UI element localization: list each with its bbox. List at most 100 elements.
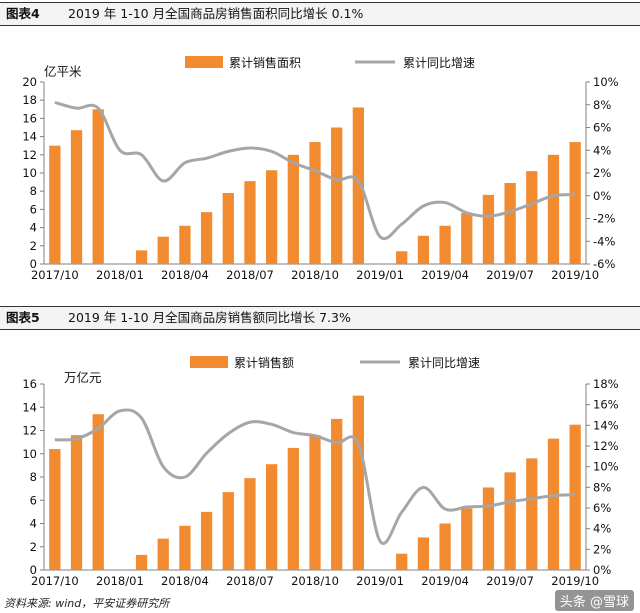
right-tick-label: 2% xyxy=(593,166,611,180)
x-tick-label: 2019/01 xyxy=(356,268,404,282)
left-tick-label: 12 xyxy=(22,424,37,438)
left-tick-label: 20 xyxy=(22,75,37,89)
x-tick-label: 2019/07 xyxy=(486,574,534,588)
legend-line-label: 累计同比增速 xyxy=(408,356,480,370)
right-tick-label: 6% xyxy=(593,121,611,135)
x-tick-label: 2018/01 xyxy=(96,574,144,588)
growth-line xyxy=(54,408,576,545)
bar-2019/05 xyxy=(461,508,473,570)
bar-2018/12 xyxy=(352,395,364,570)
x-tick-label: 2019/01 xyxy=(356,574,404,588)
bar-2018/05 xyxy=(200,212,213,264)
bar-2018/06 xyxy=(222,193,234,264)
right-tick-label: 0% xyxy=(593,563,611,577)
bar-2018/10 xyxy=(309,435,321,570)
bar-2018/02 xyxy=(135,554,148,570)
right-tick-label: 8% xyxy=(593,98,611,112)
bar-2017/11 xyxy=(70,435,83,570)
left-tick-label: 8 xyxy=(30,184,37,198)
left-axis-unit: 亿平米 xyxy=(44,64,82,79)
x-tick-label: 2018/10 xyxy=(291,574,339,588)
bar-2017/11 xyxy=(70,130,83,264)
bar-2018/04 xyxy=(179,225,191,264)
x-tick-label: 2019/10 xyxy=(551,574,599,588)
bar-2019/04 xyxy=(439,225,451,264)
left-tick-label: 6 xyxy=(30,202,37,216)
x-tick-label: 2018/04 xyxy=(161,268,209,282)
x-tick-label: 2019/04 xyxy=(421,268,469,282)
bar-2019/08 xyxy=(526,458,538,570)
bar-2017/12 xyxy=(92,414,104,570)
left-tick-label: 14 xyxy=(22,130,37,144)
bar-2018/08 xyxy=(266,170,278,264)
bar-2018/09 xyxy=(287,154,299,264)
right-tick-label: 4% xyxy=(593,143,611,157)
bar-2018/07 xyxy=(244,181,256,264)
left-tick-label: 0 xyxy=(30,257,37,271)
bar-2019/09 xyxy=(547,438,560,570)
bar-2019/05 xyxy=(461,213,473,264)
bar-2019/03 xyxy=(417,235,430,264)
x-tick-label: 2017/10 xyxy=(31,268,79,282)
bar-2018/05 xyxy=(200,511,213,570)
left-tick-label: 6 xyxy=(30,493,37,507)
bar-2018/04 xyxy=(179,525,191,570)
bar-2018/03 xyxy=(157,236,169,264)
right-tick-label: 6% xyxy=(593,501,611,515)
bar-2019/07 xyxy=(504,183,516,264)
left-tick-label: 2 xyxy=(30,239,37,253)
source-note: 资料来源: wind，平安证券研究所 xyxy=(4,597,170,610)
x-tick-label: 2017/10 xyxy=(31,574,79,588)
left-tick-label: 16 xyxy=(22,111,37,125)
right-tick-label: 8% xyxy=(593,480,611,494)
bar-2018/11 xyxy=(331,418,343,570)
bar-2019/06 xyxy=(482,194,495,264)
right-tick-label: -2% xyxy=(593,212,615,226)
chart-sales-area: 亿平米 0 2 4 6 8 10 12 14 16 18 20 -6% -4% -2% 0% 2% 4% 6% 8%… xyxy=(22,55,618,282)
legend-bar-label: 累计销售额 xyxy=(234,355,294,370)
bar-2019/04 xyxy=(439,523,451,570)
x-tick-label: 2018/10 xyxy=(291,268,339,282)
left-tick-label: 10 xyxy=(22,447,37,461)
bar-2018/02 xyxy=(135,250,148,264)
left-tick-label: 16 xyxy=(22,377,37,391)
growth-line xyxy=(54,101,576,241)
bar-2019/03 xyxy=(417,537,430,570)
bar-2019/09 xyxy=(547,154,560,264)
left-tick-label: 12 xyxy=(22,148,37,162)
x-tick-label: 2019/07 xyxy=(486,268,534,282)
bar-2018/07 xyxy=(244,478,256,570)
bar-2017/12 xyxy=(92,109,104,264)
bar-2019/07 xyxy=(504,472,516,570)
left-axis-unit: 万亿元 xyxy=(64,370,102,385)
x-tick-label: 2018/01 xyxy=(96,268,144,282)
right-tick-label: -4% xyxy=(593,234,615,248)
bar-2017/10 xyxy=(49,145,61,264)
bar-2018/11 xyxy=(331,127,343,264)
figure5-title: 2019 年 1-10 月全国商品房销售额同比增长 7.3% xyxy=(68,310,351,325)
left-tick-label: 14 xyxy=(22,400,37,414)
right-tick-label: 4% xyxy=(593,522,611,536)
bar-2018/06 xyxy=(222,492,234,570)
x-tick-label: 2018/04 xyxy=(161,574,209,588)
figure5-header: 图表5 2019 年 1-10 月全国商品房销售额同比增长 7.3% xyxy=(0,306,640,330)
figure4-header: 图表4 2019 年 1-10 月全国商品房销售面积同比增长 0.1% xyxy=(0,2,640,26)
figure5-number: 图表5 xyxy=(6,310,40,325)
left-tick-label: 18 xyxy=(22,93,37,107)
watermark: 头条 @雪球 xyxy=(554,590,634,611)
bar-2018/08 xyxy=(266,464,278,570)
left-tick-label: 0 xyxy=(30,563,37,577)
bar-2019/02 xyxy=(396,251,408,264)
figure4-title: 2019 年 1-10 月全国商品房销售面积同比增长 0.1% xyxy=(68,6,364,21)
bar-2018/09 xyxy=(287,447,299,570)
x-tick-label: 2019/04 xyxy=(421,574,469,588)
chart-sales-amount: 万亿元 0 2 4 6 8 10 12 14 16 0% 2% 4% 6% 8% 10% 12% 14% 16% 1… xyxy=(22,355,619,588)
figure4-number: 图表4 xyxy=(6,6,40,21)
x-tick-label: 2019/10 xyxy=(551,268,599,282)
right-tick-label: 10% xyxy=(593,460,619,474)
left-tick-label: 4 xyxy=(30,221,37,235)
bar-2019/10 xyxy=(569,142,581,264)
bar-2018/03 xyxy=(157,538,169,570)
right-tick-label: 2% xyxy=(593,542,611,556)
right-tick-label: 12% xyxy=(593,439,619,453)
